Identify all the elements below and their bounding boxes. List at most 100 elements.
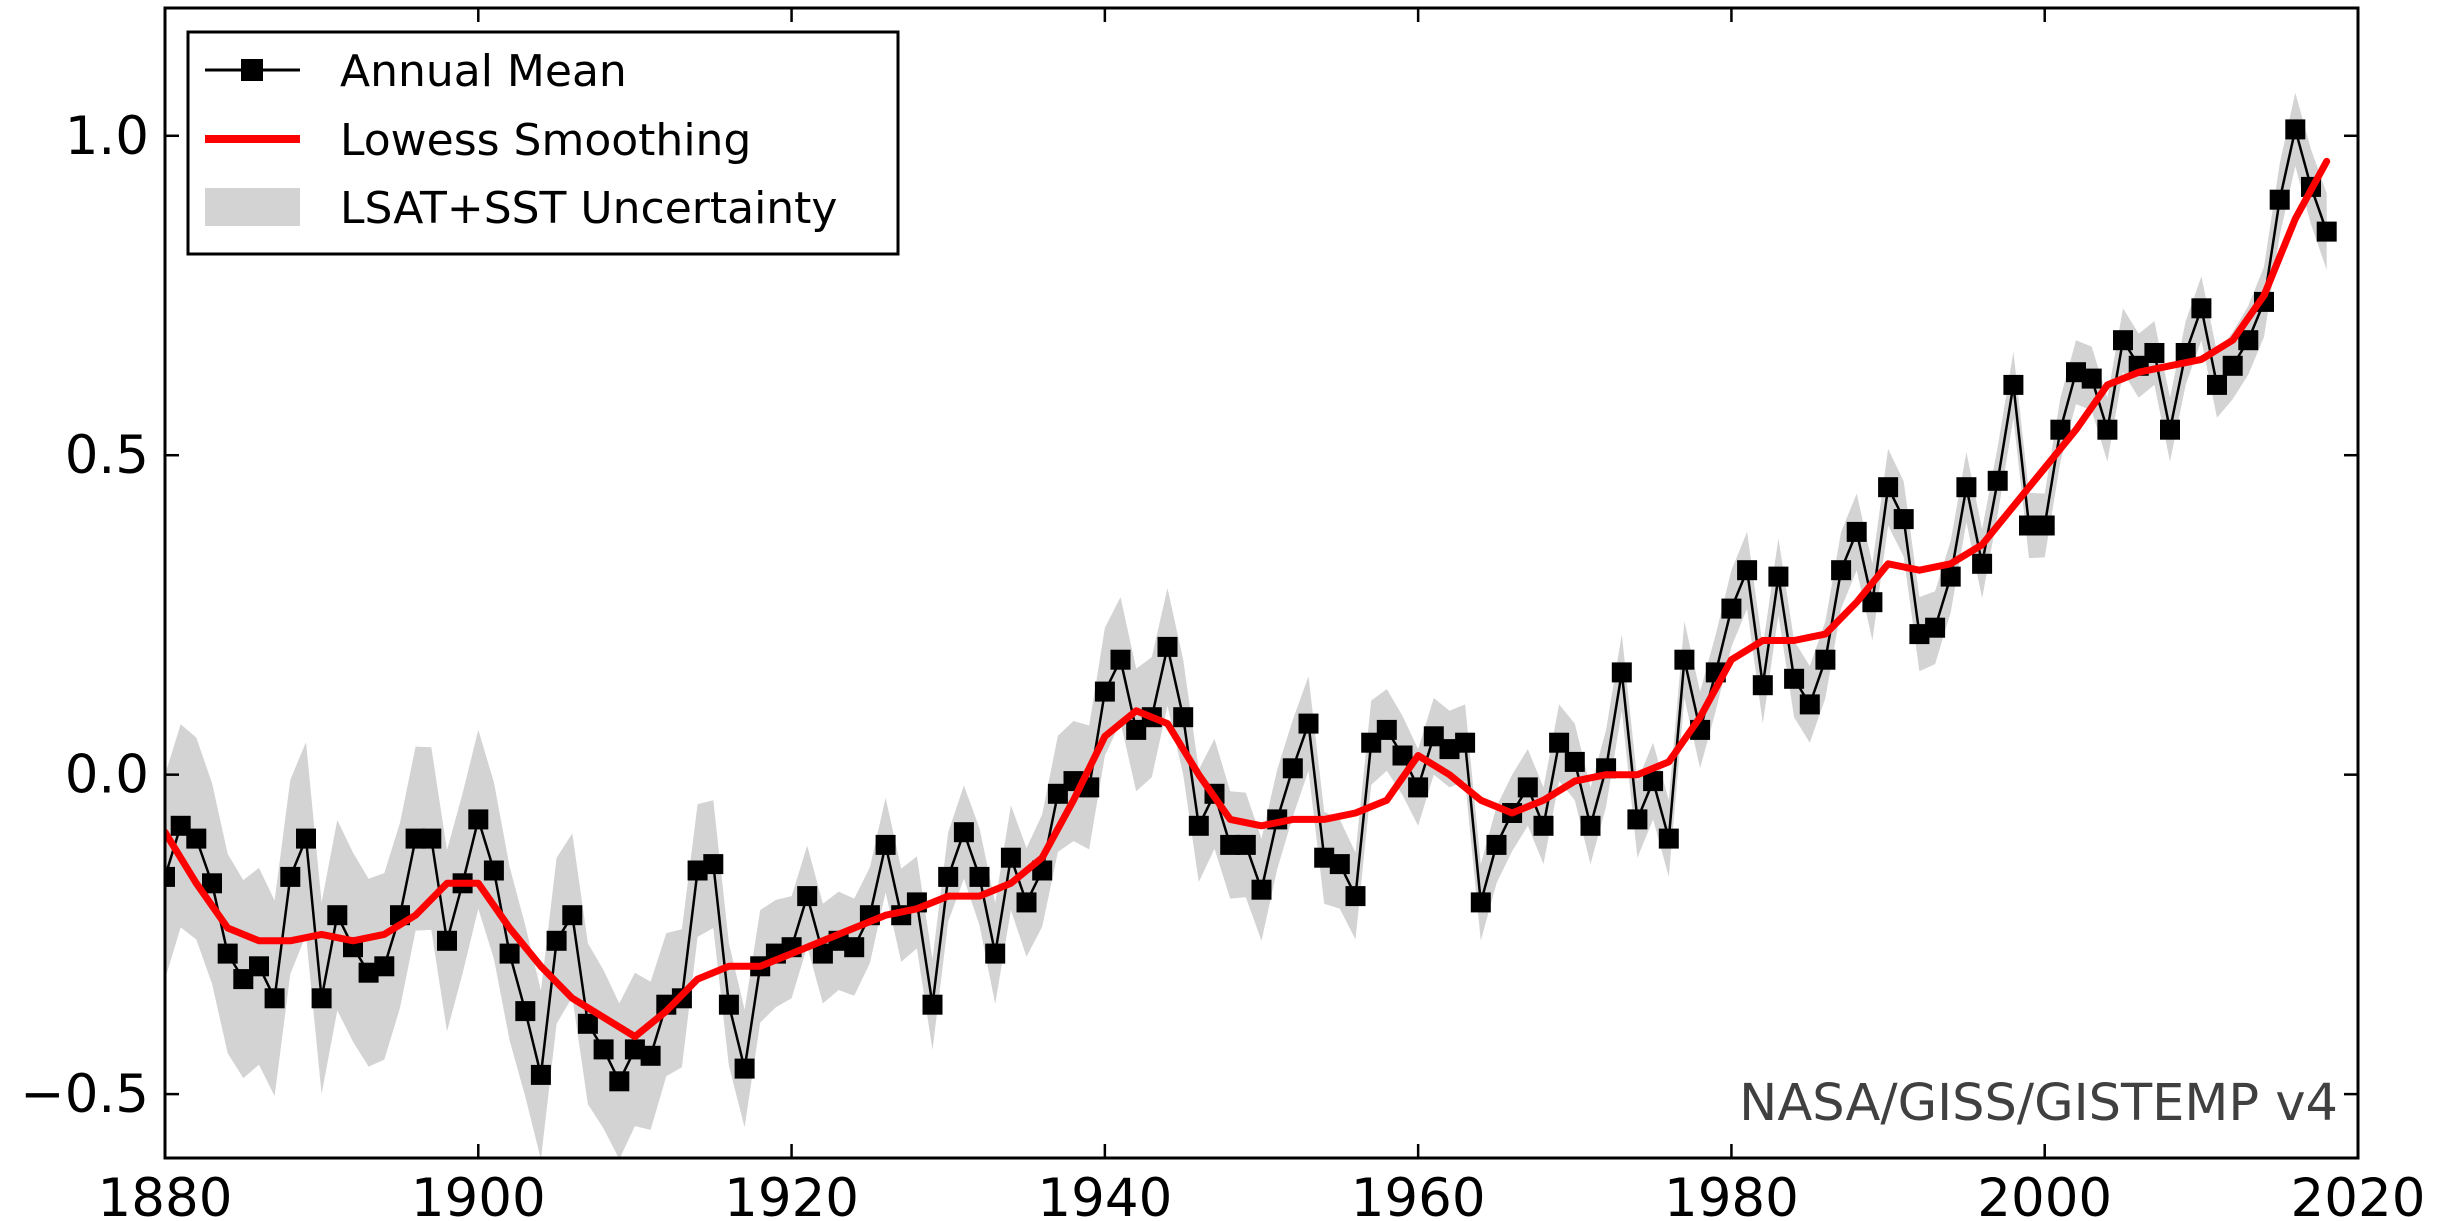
- annual-mean-point: [1345, 886, 1366, 907]
- annual-mean-point: [1799, 694, 1820, 715]
- legend-box: [186, 30, 900, 256]
- annual-mean-point: [2285, 119, 2306, 140]
- annual-mean-point: [233, 969, 254, 990]
- annual-mean-point: [640, 1045, 661, 1066]
- annual-mean-point: [249, 956, 269, 977]
- annual-mean-point: [1016, 892, 1037, 913]
- annual-mean-point: [2019, 515, 2039, 536]
- annual-mean-point: [703, 854, 724, 875]
- annual-mean-point: [577, 1013, 598, 1034]
- annual-mean-point: [1423, 726, 1444, 747]
- annual-mean-point: [985, 943, 1006, 964]
- ticks-layer: 1880 1900 1920 1940 1960 1980 2000 2020 −0.5 0.0 0…: [20, 8, 2425, 1221]
- y-tick-label: −0.5: [20, 1064, 149, 1125]
- annual-mean-point: [311, 988, 332, 1009]
- uncertainty-band-layer: [165, 92, 2327, 1158]
- annual-mean-point: [264, 988, 285, 1009]
- annual-mean-point: [1909, 624, 1930, 645]
- annual-mean-point: [2097, 419, 2118, 440]
- annual-mean-point: [2269, 189, 2290, 210]
- annual-mean-point: [1846, 521, 1867, 542]
- x-tick-label: 1880: [98, 1168, 233, 1221]
- annual-mean-point: [2160, 419, 2180, 440]
- annual-mean-point: [2003, 374, 2024, 395]
- annual-mean-point: [1611, 662, 1632, 683]
- legend-entry-uncertainty: LSAT+SST Uncertainty: [205, 183, 837, 234]
- annual-mean-point: [1329, 854, 1350, 875]
- annual-mean-point: [1940, 566, 1961, 587]
- annual-mean-point: [2316, 221, 2337, 242]
- annual-mean-point: [2144, 343, 2165, 363]
- annual-mean-point: [593, 1039, 614, 1060]
- annual-mean-point: [562, 905, 583, 926]
- annual-mean-point: [938, 866, 959, 887]
- x-tick-label: 1960: [1351, 1168, 1486, 1221]
- annual-mean-point: [546, 930, 567, 951]
- annual-mean-point: [170, 815, 191, 836]
- annual-mean-point: [812, 943, 833, 964]
- annual-mean-point: [797, 886, 818, 907]
- legend-annual-mean-marker-icon: [241, 59, 263, 81]
- annual-mean-point: [1110, 649, 1131, 670]
- annual-mean-point: [953, 822, 974, 843]
- annual-mean-point: [2175, 343, 2196, 363]
- annual-mean-point: [1517, 777, 1538, 798]
- annual-mean-point: [202, 873, 222, 894]
- y-tick-label: 0.5: [65, 425, 149, 486]
- annual-mean-point: [1000, 847, 1021, 868]
- uncertainty-band: [165, 92, 2327, 1158]
- annual-mean-point: [374, 956, 395, 977]
- legend: Annual Mean Lowess Smoothing LSAT+SST Un…: [186, 30, 900, 256]
- plot-frame: [163, 6, 2360, 1160]
- annual-mean-point: [922, 994, 943, 1015]
- annual-mean-point: [1157, 636, 1178, 657]
- annual-mean-point: [186, 828, 207, 849]
- annual-mean-point: [844, 937, 865, 958]
- annual-mean-point: [2191, 298, 2212, 319]
- legend-entry-annual-mean: Annual Mean: [205, 46, 627, 97]
- legend-label-lowess: Lowess Smoothing: [340, 115, 751, 166]
- annual-mean-point: [1173, 707, 1194, 728]
- annual-mean-point: [1408, 777, 1429, 798]
- legend-uncertainty-swatch-icon: [205, 188, 300, 226]
- annual-mean-point: [2222, 355, 2243, 376]
- x-tick-label: 2000: [1977, 1168, 2112, 1221]
- annual-mean-point: [1658, 828, 1679, 849]
- y-tick-label: 0.0: [65, 745, 149, 806]
- annual-mean-point: [437, 930, 457, 951]
- annual-mean-point: [1862, 592, 1883, 613]
- annual-mean-point: [280, 866, 301, 887]
- annual-mean-point: [515, 1001, 536, 1022]
- annual-mean-point: [499, 943, 520, 964]
- annual-mean-point: [718, 994, 739, 1015]
- annual-mean-point: [875, 834, 896, 855]
- lowess-smoothing-line: [165, 157, 2331, 1041]
- annual-mean-point: [1925, 617, 1946, 638]
- annual-mean-point: [1282, 758, 1303, 779]
- annual-mean-point: [296, 828, 316, 849]
- plot-area: [165, 92, 2337, 1158]
- annual-mean-point: [687, 860, 708, 881]
- annual-mean-point: [1235, 834, 1256, 855]
- annual-mean-point: [1533, 815, 1554, 836]
- annual-mean-point: [2081, 368, 2102, 389]
- x-tick-label: 1980: [1664, 1168, 1799, 1221]
- annual-mean-point: [165, 866, 175, 887]
- annual-mean-point: [1956, 477, 1977, 498]
- annual-mean-point: [624, 1039, 645, 1060]
- annual-mean-point: [1314, 847, 1335, 868]
- annual-mean-layer: [165, 119, 2337, 1092]
- annual-mean-point: [969, 866, 990, 887]
- annual-mean-point: [1455, 732, 1476, 753]
- annual-mean-point: [1784, 668, 1805, 689]
- annual-mean-point: [327, 905, 348, 926]
- annual-mean-point: [1752, 675, 1773, 696]
- annual-mean-point: [2238, 330, 2259, 351]
- annual-mean-point: [1815, 649, 1836, 670]
- annual-mean-point: [1737, 560, 1758, 581]
- annual-mean-point: [1047, 783, 1068, 804]
- annual-mean-point: [405, 828, 426, 849]
- annual-mean-point: [358, 962, 379, 983]
- annual-mean-point: [1768, 566, 1789, 587]
